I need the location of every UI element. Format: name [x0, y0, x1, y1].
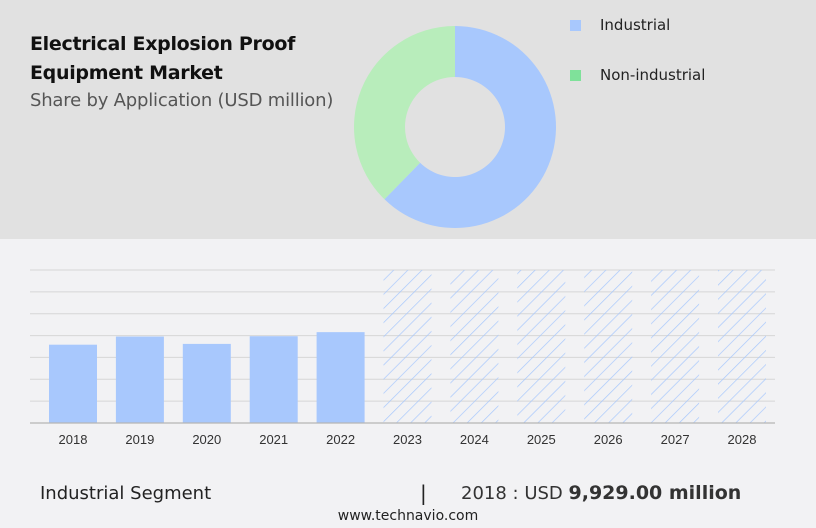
bar-2023: [383, 270, 432, 423]
donut-chart: [354, 26, 556, 228]
bar-2018: [49, 344, 97, 423]
x-label-2027: 2027: [660, 432, 690, 447]
donut-segment-non-industrial: [354, 26, 455, 200]
x-label-2021: 2021: [259, 432, 289, 447]
segment-value: 2018 : USD 9,929.00 million: [461, 482, 742, 504]
bar-2020: [182, 343, 231, 423]
x-label-2023: 2023: [393, 432, 422, 447]
bar-chart: [30, 269, 775, 424]
legend-item-non-industrial: Non-industrial: [570, 66, 705, 84]
x-label-2026: 2026: [593, 432, 623, 447]
legend-swatch-non-industrial: [570, 69, 581, 81]
legend-item-industrial: Industrial: [570, 16, 670, 34]
donut-segment-industrial: [384, 26, 556, 228]
header-panel: Electrical Explosion Proof Equipment Mar…: [0, 0, 816, 239]
bar-2027: [651, 270, 700, 423]
x-label-2024: 2024: [459, 432, 489, 447]
chart-title: Electrical Explosion Proof Equipment Mar…: [30, 33, 296, 84]
bar-2026: [584, 270, 633, 423]
x-label-2018: 2018: [58, 432, 88, 447]
bar-2021: [249, 336, 298, 423]
bar-2028: [718, 270, 766, 423]
bar-2022: [316, 332, 365, 423]
chart-subtitle: Share by Application (USD million): [30, 90, 334, 111]
bar-2019: [115, 336, 164, 423]
x-label-2028: 2028: [727, 432, 757, 447]
x-label-2019: 2019: [125, 432, 155, 447]
x-label-2025: 2025: [526, 432, 556, 447]
segment-label: Industrial Segment: [40, 483, 212, 504]
website-link[interactable]: www.technavio.com: [337, 508, 479, 524]
x-label-2022: 2022: [326, 432, 356, 447]
bar-2024: [450, 270, 499, 423]
footer-separator: |: [420, 481, 427, 505]
legend-swatch-industrial: [570, 19, 581, 31]
bar-2025: [517, 270, 566, 423]
x-label-2020: 2020: [192, 432, 222, 447]
